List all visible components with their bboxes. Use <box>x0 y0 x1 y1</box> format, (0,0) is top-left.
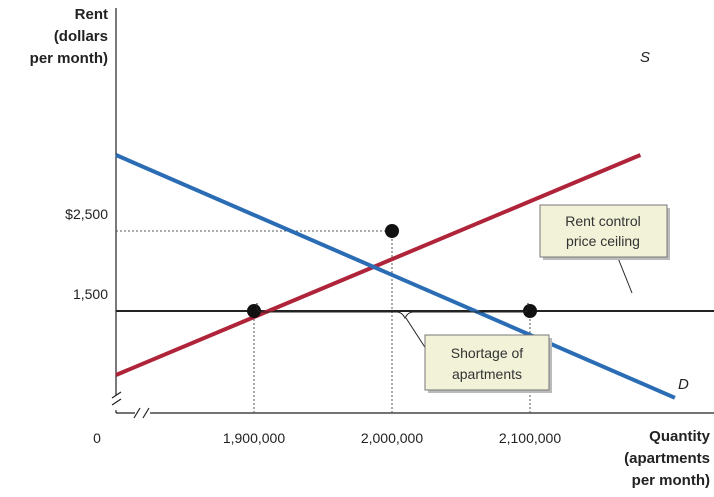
x-tick-label-2000000: 2,000,000 <box>361 430 423 446</box>
x-tick-label-1900000: 1,900,000 <box>223 430 285 446</box>
y-axis-title-line-2: (dollars <box>54 28 108 45</box>
y-tick-label-2500: $2,500 <box>65 206 108 222</box>
ceiling-label-line-2: price ceiling <box>566 233 640 249</box>
demand-curve <box>115 153 676 400</box>
shortage-label-line-2: apartments <box>452 366 522 382</box>
shortage-label-line-1: Shortage of <box>451 345 523 361</box>
axis-break-marks <box>111 391 150 419</box>
shortage-label-box <box>424 334 550 391</box>
demand-curve-label: D <box>678 376 689 393</box>
ceiling-leader <box>617 257 633 294</box>
x-axis-title-line-1: Quantity <box>649 428 710 445</box>
x-axis-title-line-2: (apartments <box>624 450 710 467</box>
shortage-leader <box>405 317 429 353</box>
y-axis-title-line-3: per month) <box>30 50 108 67</box>
y-axis-title-line-1: Rent <box>75 6 108 23</box>
supply-curve-label: S <box>640 49 650 66</box>
ceiling-label-line-1: Rent control <box>565 213 640 229</box>
x-axis-title-line-3: per month) <box>632 472 710 489</box>
equilibrium-point <box>385 224 399 238</box>
x-tick-label-2100000: 2,100,000 <box>499 430 561 446</box>
origin-label: 0 <box>93 430 101 446</box>
y-tick-label-1500: 1,500 <box>73 286 108 302</box>
shortage-bracket <box>256 303 529 320</box>
quantity-demanded-point <box>523 304 537 318</box>
supply-curve <box>115 153 642 377</box>
ceiling-label-box <box>539 204 668 258</box>
